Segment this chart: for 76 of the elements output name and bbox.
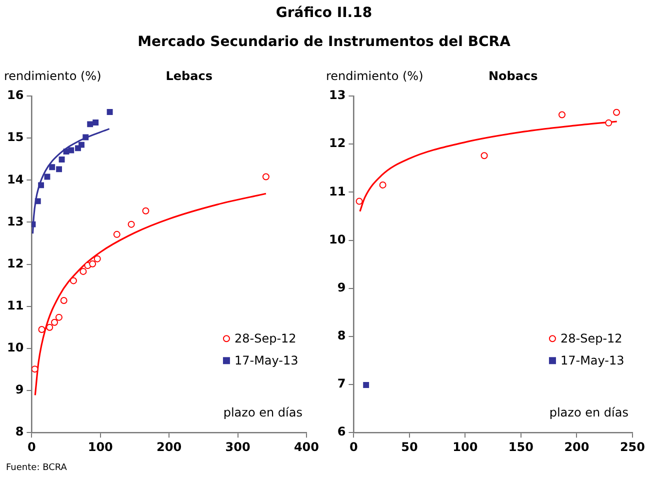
point <box>49 164 56 170</box>
x-tick-label: 300 <box>225 440 250 454</box>
point <box>70 277 77 284</box>
point <box>558 111 566 118</box>
x-tick-label: 100 <box>88 440 113 454</box>
point <box>128 220 135 228</box>
x-tick-label: 100 <box>452 440 478 454</box>
y-tick-label: 10 <box>328 232 346 246</box>
point <box>55 314 62 321</box>
point <box>92 120 99 126</box>
point <box>51 318 58 326</box>
x-tick-label: 150 <box>508 440 534 454</box>
point <box>82 134 89 140</box>
point <box>56 166 62 172</box>
y-tick-label: 11 <box>328 184 346 198</box>
x-axis-title: plazo en días <box>549 406 628 420</box>
chart-title: Nobacs <box>488 69 538 83</box>
x-tick-label: 50 <box>401 440 418 454</box>
y-tick-label: 12 <box>328 136 346 150</box>
point <box>32 366 38 373</box>
text: Mercado Secundario de Instrumentos del BCRA <box>136 34 512 50</box>
x-tick-label: 200 <box>156 440 182 454</box>
point <box>58 156 65 163</box>
y-axis-title: rendimiento (%) <box>4 69 102 83</box>
point <box>613 108 620 116</box>
y-tick-label: 11 <box>6 298 24 312</box>
y-tick-label: 6 <box>337 424 346 439</box>
y-tick-label: 9 <box>337 280 346 294</box>
point <box>113 230 120 238</box>
source-note: Fuente: BCRA <box>6 463 67 473</box>
point <box>106 109 113 115</box>
point <box>356 198 363 205</box>
y-tick-label: 7 <box>337 376 346 391</box>
y-tick-label: 9 <box>15 382 24 397</box>
point <box>34 198 41 204</box>
point <box>480 152 488 160</box>
y-tick-label: 14 <box>6 172 24 186</box>
y-axis-title: rendimiento (%) <box>326 69 424 83</box>
y-tick-label: 8 <box>337 328 346 343</box>
y-tick-label: 15 <box>6 130 24 144</box>
legend-label: 17-May-13 <box>560 354 624 368</box>
text: Gráfico II.18 <box>274 5 374 21</box>
point <box>38 326 46 334</box>
y-tick-label: 8 <box>15 424 24 439</box>
y-tick-label: 13 <box>328 88 346 102</box>
point <box>142 207 150 214</box>
legend-label: 17-May-13 <box>234 354 298 368</box>
line-series <box>32 128 110 234</box>
legend-label: 28-Sep-12 <box>234 332 296 346</box>
point <box>89 260 96 268</box>
line-series <box>359 120 618 212</box>
y-tick-label: 13 <box>6 214 24 228</box>
x-tick-label: 0 <box>28 440 36 454</box>
y-tick-label: 10 <box>6 340 24 355</box>
y-tick-label: 12 <box>6 256 24 270</box>
point <box>262 173 270 180</box>
legend-label: 28-Sep-12 <box>560 332 622 346</box>
point <box>87 121 94 128</box>
x-tick-label: 0 <box>350 440 358 454</box>
point <box>379 181 386 188</box>
point <box>38 182 44 188</box>
x-tick-label: 250 <box>620 440 646 454</box>
x-axis-title: plazo en días <box>223 406 302 420</box>
chart-title: Lebacs <box>166 69 212 83</box>
point <box>80 268 87 275</box>
point <box>78 142 84 148</box>
point <box>60 296 68 304</box>
y-tick-label: 16 <box>6 88 24 102</box>
point <box>46 324 54 331</box>
point <box>94 255 101 262</box>
x-tick-label: 200 <box>564 440 590 454</box>
x-tick-label: 400 <box>294 440 320 454</box>
point <box>44 174 50 180</box>
point <box>605 119 612 126</box>
point <box>363 382 370 388</box>
point <box>68 147 74 154</box>
